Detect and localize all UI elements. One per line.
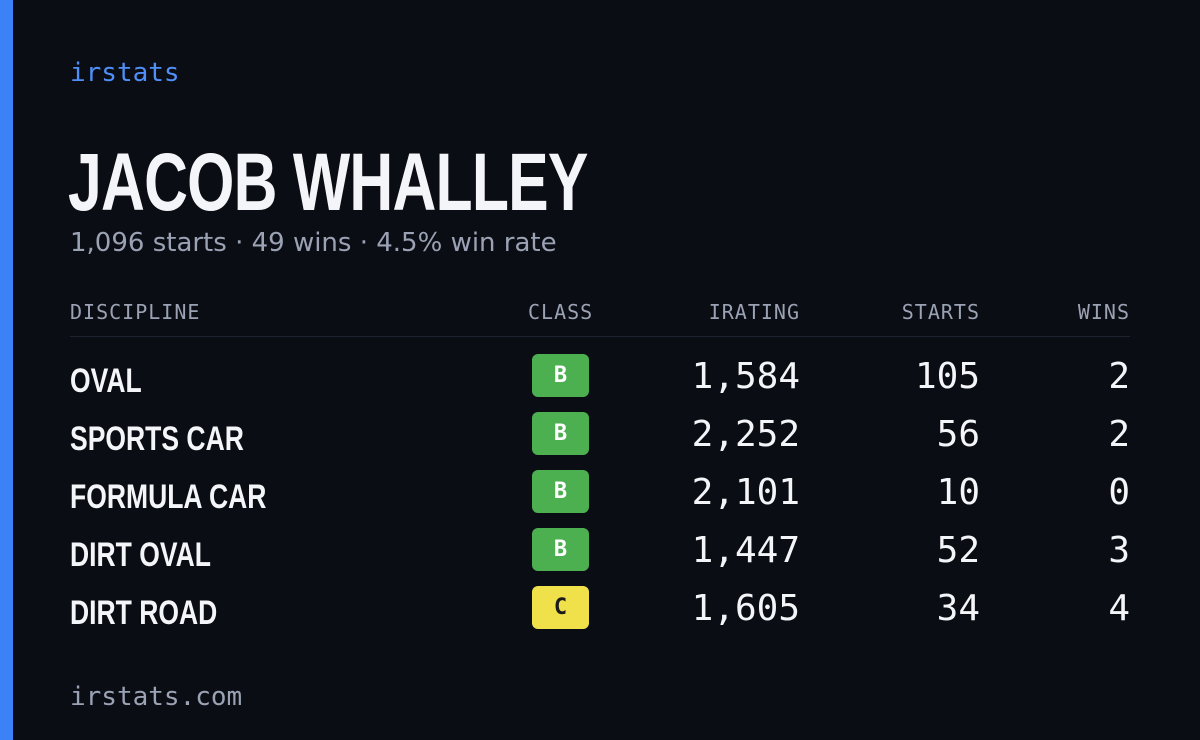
discipline-name: FORMULA CAR [70, 478, 267, 516]
starts-value: 56 [936, 414, 980, 455]
class-badge: B [532, 354, 589, 397]
discipline-table: OVAL B 1,584 105 2 SPORTS CAR B 2,252 56… [70, 354, 1130, 644]
class-badge: B [532, 470, 589, 513]
wins-value: 2 [1108, 356, 1130, 397]
starts-value: 34 [936, 588, 980, 629]
header-starts: STARTS [901, 300, 980, 324]
wins-value: 0 [1108, 472, 1130, 513]
driver-summary: 1,096 starts · 49 wins · 4.5% win rate [70, 228, 557, 258]
header-irating: IRATING [708, 300, 800, 324]
discipline-name: SPORTS CAR [70, 420, 244, 458]
irating-value: 1,605 [691, 588, 800, 629]
footer-url: irstats.com [70, 682, 243, 712]
irating-value: 1,584 [691, 356, 800, 397]
header-class: CLASS [528, 300, 594, 324]
irating-value: 1,447 [691, 530, 800, 571]
wins-value: 2 [1108, 414, 1130, 455]
irating-value: 2,252 [691, 414, 800, 455]
discipline-name: OVAL [70, 362, 142, 400]
table-row: OVAL B 1,584 105 2 [70, 354, 1130, 412]
driver-name: JACOB WHALLEY [68, 137, 588, 228]
table-row: DIRT OVAL B 1,447 52 3 [70, 528, 1130, 586]
discipline-name: DIRT ROAD [70, 594, 218, 632]
wins-value: 4 [1108, 588, 1130, 629]
header-wins: WINS [1077, 300, 1130, 324]
table-row: FORMULA CAR B 2,101 10 0 [70, 470, 1130, 528]
irating-value: 2,101 [691, 472, 800, 513]
discipline-name: DIRT OVAL [70, 536, 211, 574]
class-badge: C [532, 586, 589, 629]
table-row: SPORTS CAR B 2,252 56 2 [70, 412, 1130, 470]
class-badge: B [532, 528, 589, 571]
table-header: DISCIPLINE CLASS IRATING STARTS WINS [70, 300, 1130, 337]
table-row: DIRT ROAD C 1,605 34 4 [70, 586, 1130, 644]
wins-value: 3 [1108, 530, 1130, 571]
starts-value: 105 [914, 356, 980, 397]
brand-logo-text: irstats [70, 58, 180, 88]
header-discipline: DISCIPLINE [70, 300, 201, 324]
starts-value: 10 [936, 472, 980, 513]
accent-bar [0, 0, 13, 740]
class-badge: B [532, 412, 589, 455]
starts-value: 52 [936, 530, 980, 571]
